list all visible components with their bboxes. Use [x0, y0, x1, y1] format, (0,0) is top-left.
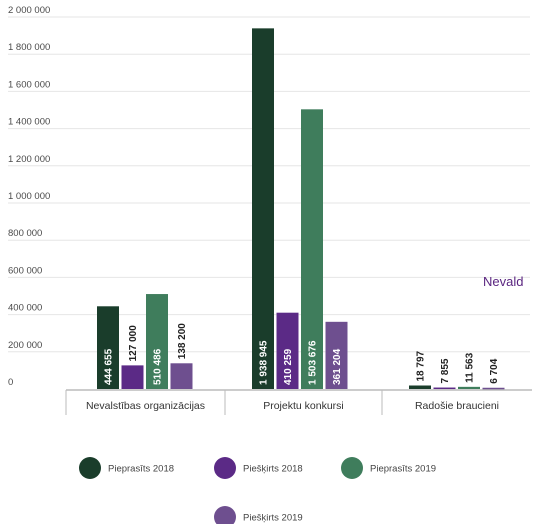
y-tick-label: 400 000 [8, 303, 42, 314]
bars [97, 28, 505, 390]
y-tick-label: 1 600 000 [8, 79, 50, 90]
side-text: Nevald [483, 274, 523, 289]
x-tick-label: Radošie braucieni [415, 400, 499, 412]
y-axis-ticks: 0 200 000 400 000 600 000 800 000 1 000 000 1 … [8, 5, 50, 388]
bar [301, 109, 323, 390]
value-label: 7 855 [440, 358, 451, 383]
bar [121, 365, 144, 389]
legend-label: Pieprasīts 2018 [108, 464, 174, 475]
bar [146, 294, 168, 389]
legend-marker [341, 457, 363, 479]
x-tick-label: Nevalstības organizācijas [86, 400, 205, 412]
y-tick-label: 1 000 000 [8, 191, 50, 202]
legend-marker [214, 457, 236, 479]
value-label: 410 259 [283, 348, 294, 385]
legend-label: Pieprasīts 2019 [370, 464, 436, 475]
x-axis: Nevalstības organizācijas Projektu konkur… [65, 389, 532, 415]
bar [433, 387, 456, 390]
legend-label: Piešķirts 2018 [243, 464, 303, 475]
y-tick-label: 200 000 [8, 340, 42, 351]
y-tick-label: 2 000 000 [8, 5, 50, 16]
value-label: 138 200 [177, 323, 188, 360]
y-tick-label: 800 000 [8, 228, 42, 239]
y-tick-label: 1 800 000 [8, 42, 50, 53]
bar [252, 28, 274, 389]
legend: Pieprasīts 2018 Piešķirts 2018 Pieprasīts … [79, 457, 436, 524]
value-label: 1 938 945 [259, 340, 270, 385]
x-tick-label: Projektu konkursi [263, 400, 344, 412]
value-label: 11 563 [465, 352, 476, 382]
bar [325, 321, 348, 389]
value-label: 510 486 [153, 348, 164, 385]
legend-marker [214, 506, 236, 524]
value-label: 444 655 [104, 348, 115, 385]
value-label: 361 204 [332, 348, 343, 385]
y-tick-label: 1 400 000 [8, 117, 50, 128]
value-label: 18 797 [416, 350, 427, 381]
bar [170, 363, 193, 389]
y-tick-label: 600 000 [8, 265, 42, 276]
bar [97, 306, 119, 389]
bar [482, 387, 505, 390]
y-tick-label: 1 200 000 [8, 154, 50, 165]
value-label: 1 503 676 [308, 340, 319, 385]
value-label: 127 000 [128, 325, 139, 362]
legend-label: Piešķirts 2019 [243, 513, 303, 524]
value-labels: 444 655 127 000 510 486 138 200 1 938 945 410… [104, 323, 501, 385]
bar [276, 312, 299, 389]
bar [409, 385, 431, 389]
y-tick-label: 0 [8, 377, 13, 388]
bar [458, 386, 480, 389]
legend-marker [79, 457, 101, 479]
value-label: 6 704 [489, 358, 500, 383]
